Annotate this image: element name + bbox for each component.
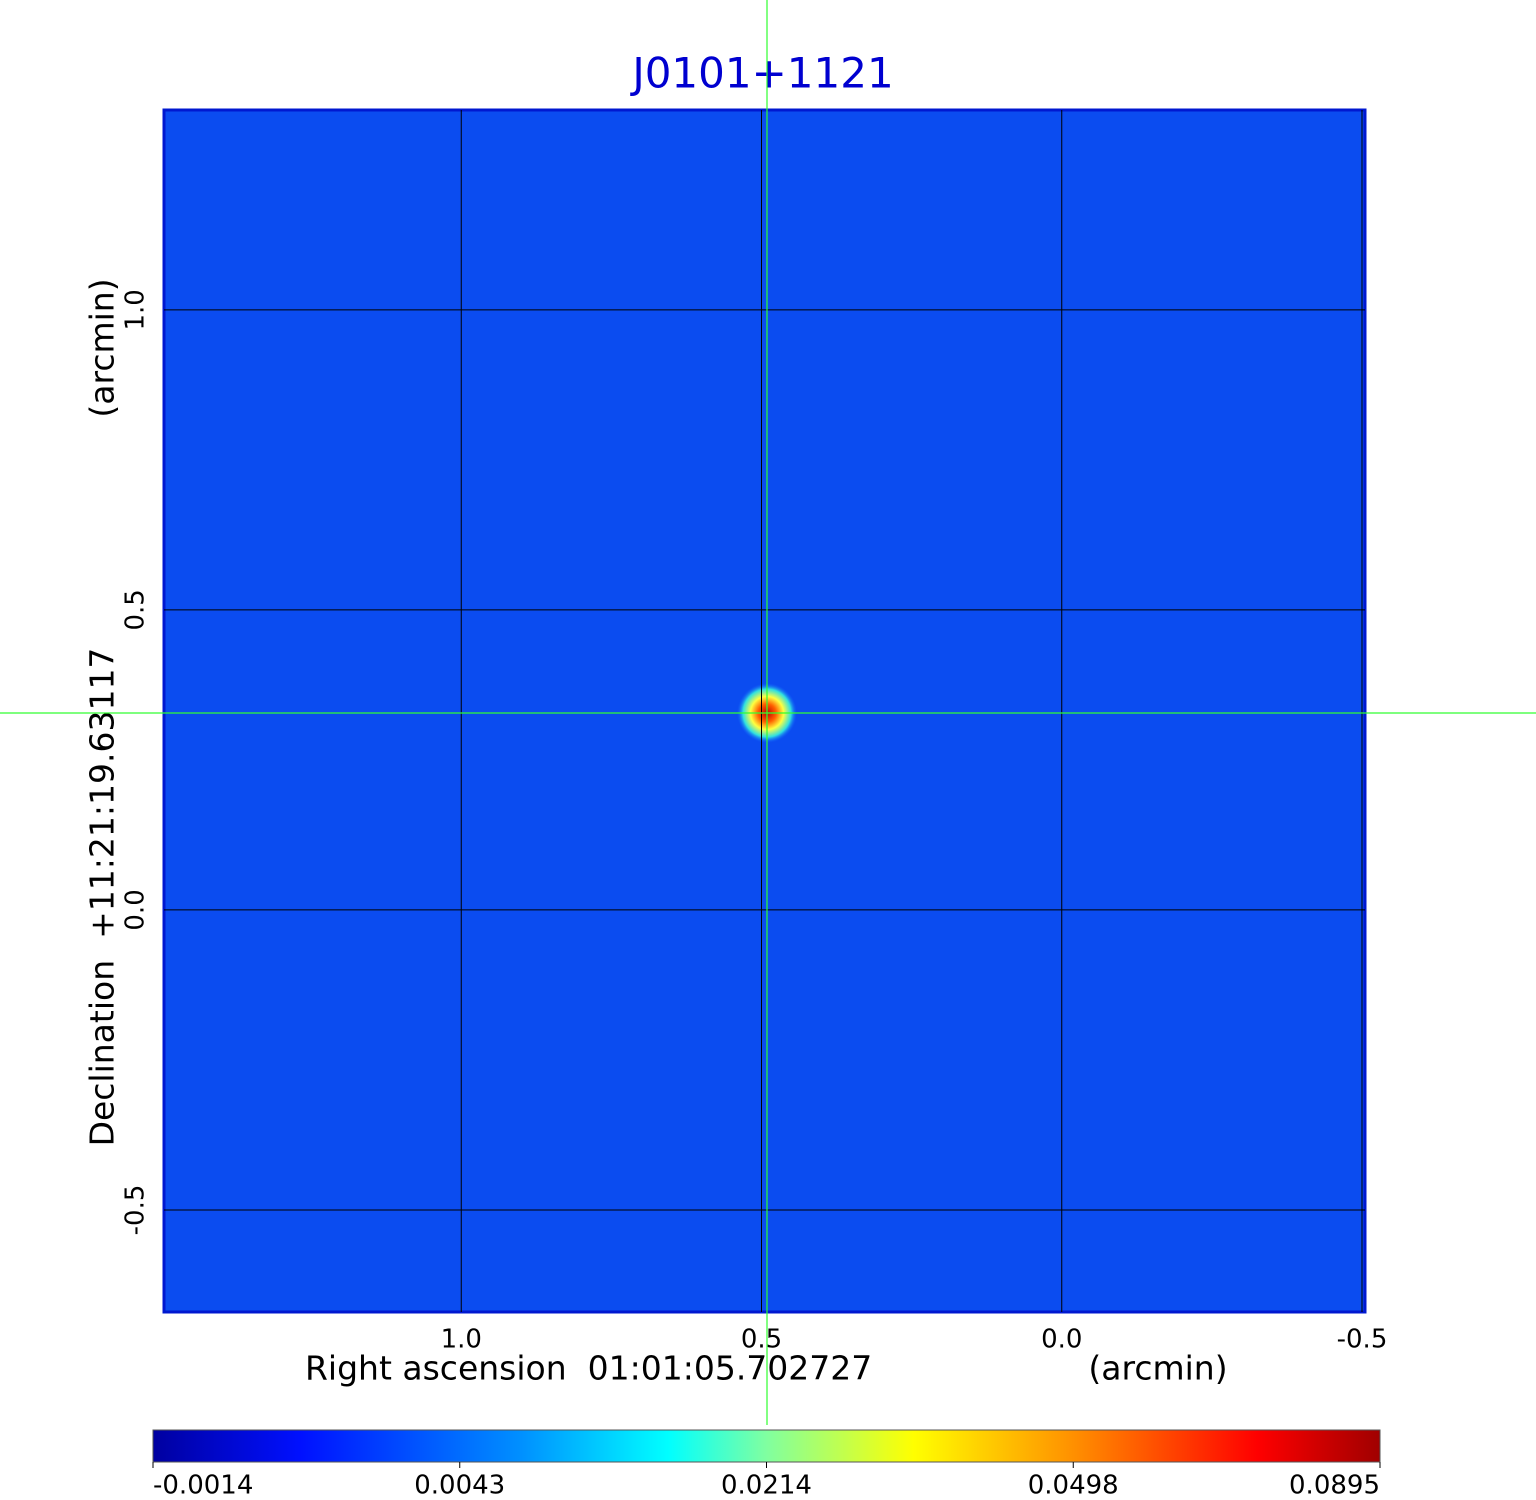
axes: 1.0 0.5 0.0 -0.5 1.0 0.5 0.0 -0.5 [121, 110, 1388, 1355]
chart-title: J0101+1121 [629, 49, 893, 98]
y-axis-label: Declination +11:21:19.63117 [83, 648, 122, 1147]
y-tick-label: 0.0 [121, 889, 151, 930]
colorbar-tick-label: 0.0043 [414, 1471, 505, 1500]
x-tick-label: 1.0 [441, 1325, 482, 1355]
colorbar-tick-label: 0.0214 [721, 1471, 812, 1500]
y-tick-label: -0.5 [121, 1185, 151, 1236]
colorbar [152, 1429, 1381, 1463]
colorbar-tick-label: 0.0498 [1028, 1471, 1119, 1500]
y-tick-label: 0.5 [121, 589, 151, 630]
x-axis-unit: (arcmin) [1088, 1349, 1227, 1388]
colorbar-tick-label: -0.0014 [153, 1471, 253, 1500]
x-tick-label: 0.5 [741, 1325, 782, 1355]
y-tick-label: 1.0 [121, 289, 151, 330]
x-tick-label: -0.5 [1337, 1325, 1388, 1355]
colorbar-tick-label: 0.0895 [1289, 1471, 1380, 1500]
x-tick-label: 0.0 [1041, 1325, 1082, 1355]
y-axis-unit: (arcmin) [83, 278, 122, 417]
x-axis-label: Right ascension 01:01:05.702727 [305, 1349, 872, 1388]
